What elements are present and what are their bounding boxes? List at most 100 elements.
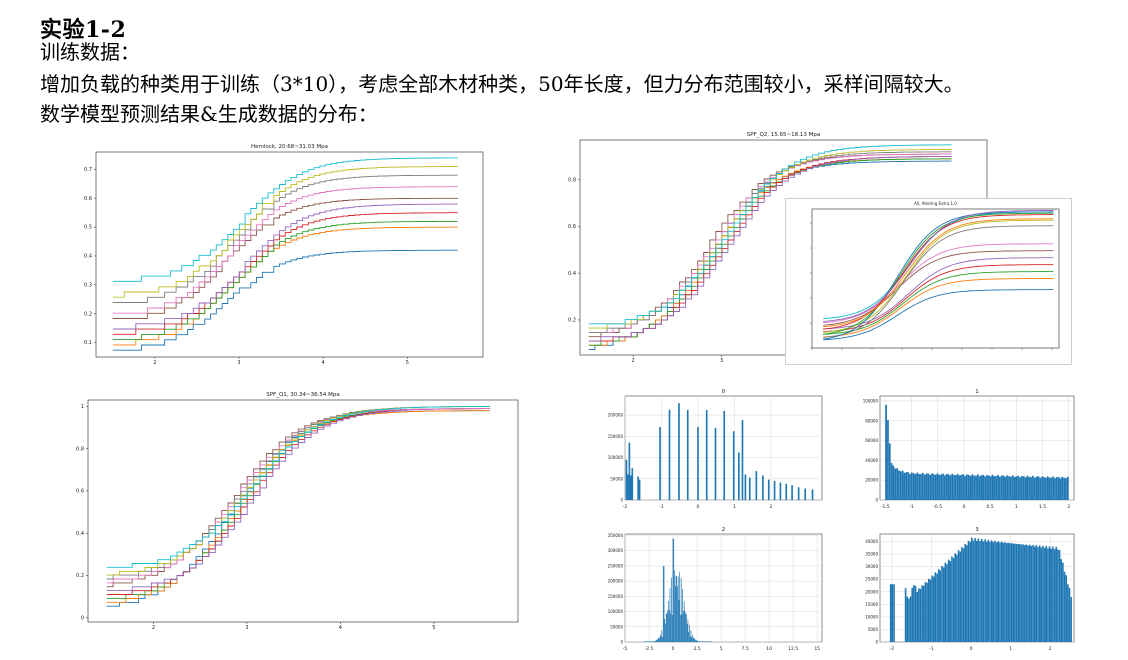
y-tick-label: 15000 (865, 602, 878, 607)
histogram-bar (914, 474, 917, 500)
histogram-bar (952, 557, 955, 642)
x-tick-label: 5 (406, 360, 409, 366)
x-tick-label: 0 (697, 504, 700, 510)
y-tick-label: 50000 (610, 476, 623, 481)
histogram-bar (1053, 549, 1056, 642)
histogram-bar (919, 588, 922, 642)
y-tick-label: 150000 (608, 434, 624, 439)
histogram-bar (1046, 476, 1049, 500)
histogram-bar (651, 641, 653, 642)
histogram-bar (912, 473, 915, 500)
histogram-bar (674, 586, 676, 642)
histogram-bar (650, 641, 651, 642)
histogram-bar (999, 542, 1001, 642)
histogram-bar (1041, 476, 1043, 500)
hist-1-svg: -1.5 -1 -0.5 0 0.5 1 1.5 2 0 20000 40000 60000 80000… (863, 389, 1075, 510)
x-tick-label: 4 (339, 625, 342, 631)
x-tick-label: 3 (245, 625, 248, 631)
histogram-bar (652, 641, 654, 642)
histogram-bar (904, 588, 907, 642)
histogram-bar (1067, 584, 1069, 642)
histogram-bar (656, 639, 657, 642)
histogram-bar (892, 465, 895, 500)
x-tick-label: -1.5 (881, 504, 890, 510)
histogram-bar (977, 538, 980, 642)
histogram-bar (932, 474, 935, 500)
y-tick-label: 0.8 (568, 177, 576, 183)
series-line (106, 406, 490, 568)
histogram-bar (1015, 543, 1018, 642)
y-tick-label: 40000 (865, 458, 878, 463)
y-tick-label: 0.6 (568, 224, 576, 230)
histogram-bar (988, 475, 990, 500)
histogram-bar (971, 537, 973, 642)
histogram-bar (1055, 477, 1058, 500)
histogram-bar (686, 624, 688, 642)
histogram-bar (980, 538, 983, 642)
histogram-bar (705, 410, 708, 500)
x-tick-label: 0 (672, 646, 675, 652)
chart-title: SPF_Q2, 15.65~18.13 Mpa (747, 132, 821, 138)
hist-2: -5 -2.5 0 2.5 5 7.5 10 12.5 15 0 50000 100000 150000… (595, 522, 830, 656)
histogram-bar (762, 475, 764, 500)
histogram-bar (939, 570, 942, 642)
histogram-bar (925, 473, 928, 500)
x-tick-label: -5 (623, 646, 628, 652)
series-line (823, 219, 1054, 333)
histogram-bar (969, 475, 972, 500)
x-tick-label: 0.5 (987, 504, 994, 510)
y-tick-label: 20000 (865, 478, 878, 483)
histogram-bar (660, 636, 662, 642)
histogram-bar (668, 409, 671, 500)
histogram-bar (1020, 544, 1023, 642)
histogram-bar (901, 470, 904, 500)
histogram-bar (958, 475, 961, 500)
histogram-bar (696, 640, 698, 642)
histogram-bar (677, 586, 678, 642)
histogram-bar (646, 641, 648, 642)
y-tick-label: 50000 (610, 624, 623, 629)
histogram-bar (773, 480, 776, 500)
histogram-bar (957, 550, 960, 642)
histogram-bar (709, 641, 710, 642)
histogram-bar (973, 475, 976, 500)
hist-0-svg: -2 -1 0 1 2 0 50000 100000 150000 200000 0 (608, 389, 823, 510)
histogram-bar (662, 636, 663, 642)
y-tick-label: 0 (620, 498, 623, 503)
histogram-bar (714, 427, 717, 500)
histogram-bar (1007, 542, 1010, 642)
y-tick-label: 30000 (865, 564, 878, 569)
histogram-bar (946, 564, 948, 642)
histogram-bar (978, 476, 981, 500)
histogram-bar (923, 585, 925, 642)
series-line (112, 157, 458, 282)
histogram-bar (1014, 543, 1016, 642)
y-tick-label: 100000 (608, 455, 624, 460)
x-tick-label: 2 (1067, 504, 1070, 510)
y-tick-label: 0.5 (84, 225, 92, 231)
histogram-bar (894, 468, 897, 500)
histogram-bar (980, 475, 983, 500)
histogram-bar (661, 630, 663, 642)
chart-all-inset: All, Altering Extra 1.0 (785, 198, 1072, 365)
histogram-bar (627, 474, 629, 500)
histogram-bar (706, 641, 707, 642)
histogram-bar (1061, 476, 1064, 500)
series-line (823, 243, 1054, 324)
y-tick-label: 300000 (608, 548, 624, 553)
histogram-bar (934, 572, 937, 642)
x-tick-label: -0.5 (933, 504, 942, 510)
histogram-bar (1013, 476, 1016, 500)
y-tick-label: 0.4 (568, 271, 576, 277)
histogram-bar (993, 476, 996, 500)
series-line (112, 226, 458, 346)
series-line (112, 203, 458, 330)
histogram-bar (1017, 475, 1020, 500)
histogram-bar (1024, 545, 1026, 642)
histogram-bar (953, 474, 955, 500)
histogram-bar (898, 470, 900, 500)
x-tick-label: -2 (890, 646, 895, 652)
histogram-bar (995, 475, 998, 500)
histogram-bar (1030, 477, 1032, 500)
slide-text-line-3: 数学模型预测结果&生成数据的分布： (40, 102, 378, 126)
